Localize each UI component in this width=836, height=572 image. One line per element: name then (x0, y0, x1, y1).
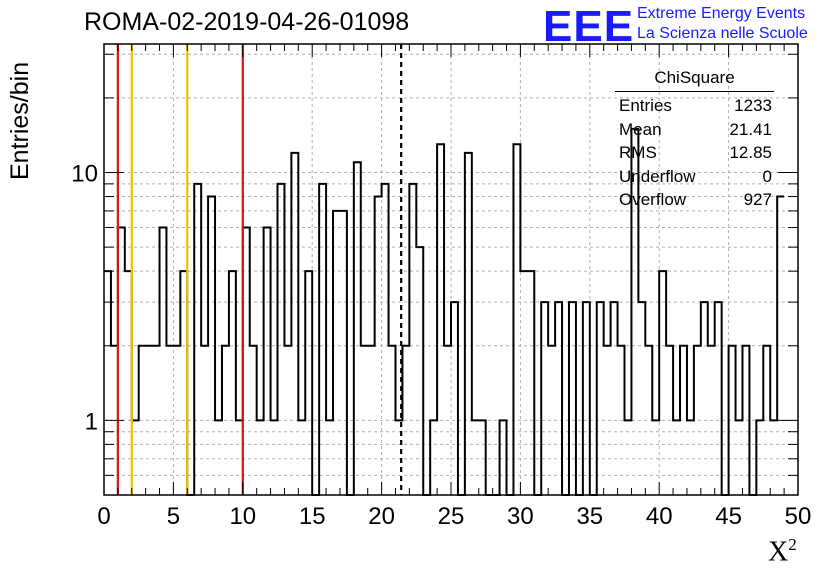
stats-value: 927 (743, 190, 772, 209)
stats-box: ChiSquare Entries 1233 Mean 21.41 RMS 12… (611, 66, 778, 212)
stats-row-underflow: Underflow 0 (611, 165, 778, 189)
x-tick-label: 0 (97, 503, 110, 530)
x-axis-label: X2 (768, 535, 797, 568)
stats-label: Entries (619, 96, 672, 115)
stats-title: ChiSquare (615, 66, 774, 92)
stats-value: 12.85 (729, 143, 772, 162)
x-tick-label: 20 (368, 503, 395, 530)
stats-row-mean: Mean 21.41 (611, 118, 778, 142)
chart-title: ROMA-02-2019-04-26-01098 (84, 8, 410, 36)
logo-line-2: La Scienza nelle Scuole (637, 25, 808, 42)
x-tick-label: 25 (438, 503, 465, 530)
stats-label: Mean (619, 119, 662, 139)
x-tick-label: 45 (715, 503, 742, 530)
x-tick-label: 40 (646, 503, 673, 530)
stats-row-overflow: Overflow 927 (611, 188, 778, 212)
y-axis-label: Entries/bin (6, 61, 34, 180)
stats-row-entries: Entries 1233 (611, 94, 778, 118)
logo-caption: Extreme Energy Events La Scienza nelle S… (637, 4, 808, 44)
stats-value: 0 (762, 166, 772, 186)
logo-line-1: Extreme Energy Events (637, 5, 806, 22)
x-tick-label: 5 (167, 503, 180, 530)
y-tick-label: 10 (71, 161, 98, 188)
x-tick-label: 30 (507, 503, 534, 530)
stats-value: 21.41 (729, 119, 772, 139)
stats-value: 1233 (734, 96, 772, 115)
histogram-outline (104, 127, 785, 496)
x-tick-label: 15 (299, 503, 326, 530)
x-tick-label: 35 (576, 503, 603, 530)
x-tick-label: 10 (229, 503, 256, 530)
stats-row-rms: RMS 12.85 (611, 141, 778, 165)
stats-label: Underflow (619, 166, 696, 186)
stats-label: RMS (619, 143, 657, 162)
eee-logo: EEE (543, 2, 635, 51)
x-tick-label: 50 (785, 503, 812, 530)
stats-label: Overflow (619, 190, 687, 209)
y-tick-label: 1 (85, 408, 98, 435)
